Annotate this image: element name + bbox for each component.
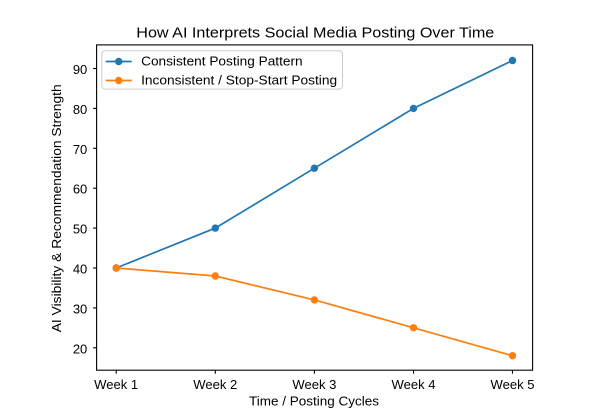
svg-text:Time / Posting Cycles: Time / Posting Cycles	[249, 393, 380, 408]
svg-text:90: 90	[73, 62, 87, 77]
svg-text:Week 3: Week 3	[292, 377, 336, 392]
svg-text:60: 60	[73, 182, 87, 197]
svg-text:Week 5: Week 5	[491, 377, 535, 392]
svg-text:How AI Interprets Social Media: How AI Interprets Social Media Posting O…	[136, 25, 494, 41]
svg-text:Week 4: Week 4	[392, 377, 436, 392]
svg-text:70: 70	[73, 142, 87, 157]
svg-text:Inconsistent / Stop-Start Post: Inconsistent / Stop-Start Posting	[141, 72, 337, 87]
svg-text:20: 20	[73, 341, 87, 356]
svg-text:Week 2: Week 2	[193, 377, 237, 392]
svg-text:30: 30	[73, 301, 87, 316]
svg-text:80: 80	[73, 102, 87, 117]
svg-text:AI Visibility & Recommendation: AI Visibility & Recommendation Strength	[49, 84, 64, 332]
svg-text:50: 50	[73, 222, 87, 237]
svg-text:Week 1: Week 1	[94, 377, 138, 392]
svg-text:40: 40	[73, 262, 87, 277]
svg-text:Consistent Posting Pattern: Consistent Posting Pattern	[141, 53, 303, 68]
